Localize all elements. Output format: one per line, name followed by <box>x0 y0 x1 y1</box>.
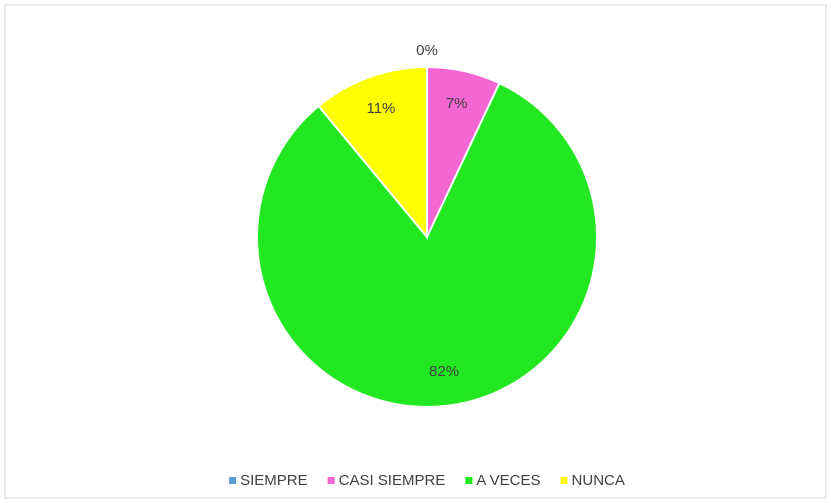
pie-slice <box>256 81 598 408</box>
legend-marker <box>465 477 473 484</box>
data-label: 11% <box>366 100 395 117</box>
legend-label: NUNCA <box>572 472 625 489</box>
legend-label: SIEMPRE <box>240 472 308 489</box>
legend-marker <box>327 477 335 484</box>
legend-label: CASI SIEMPRE <box>339 472 446 489</box>
legend-marker <box>229 477 237 484</box>
data-label: 7% <box>446 95 468 112</box>
pie-slice <box>317 65 428 240</box>
legend-marker <box>560 477 568 484</box>
data-label: 82% <box>429 363 459 380</box>
data-label: 0% <box>416 42 438 59</box>
legend-label: A VECES <box>476 472 540 489</box>
